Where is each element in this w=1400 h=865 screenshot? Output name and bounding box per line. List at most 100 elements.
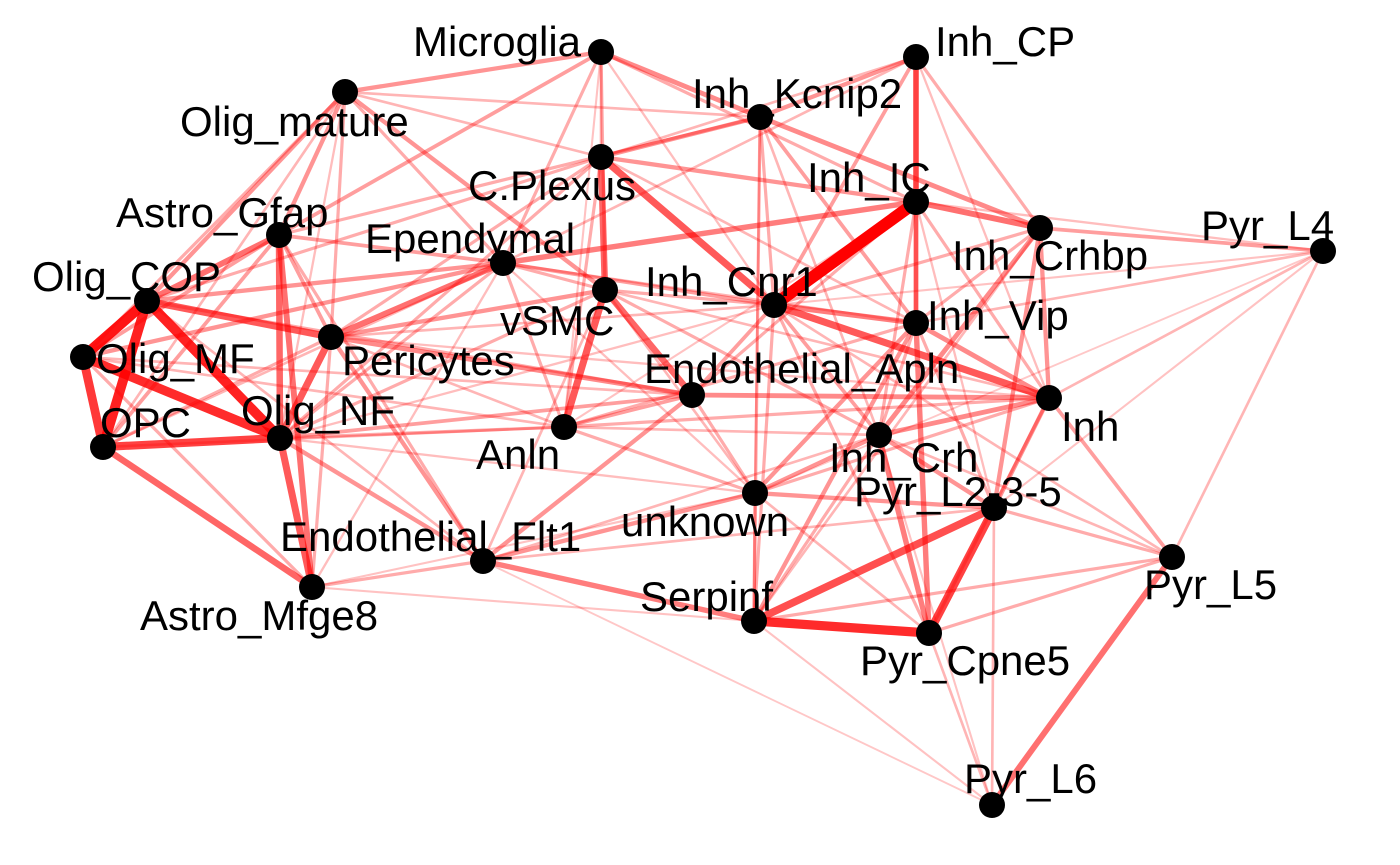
edge-inh-cp-inh-crhbp	[914, 55, 1042, 230]
node-pyr-l6	[979, 792, 1005, 818]
node-olig-mf	[70, 344, 96, 370]
edge-olig-mature-astro-gfap	[276, 89, 348, 238]
edge-astro-gfap-ependymal	[277, 233, 505, 265]
edge-inh-pyr-l5	[1047, 396, 1174, 559]
node-microglia	[588, 39, 614, 65]
node-pyr-cpne5	[916, 620, 942, 646]
edge-pyr-l4-pyr-l5	[1170, 249, 1325, 559]
edge-pyr-cpne5-unknown	[753, 491, 931, 635]
edge-olig-cop-endothelial-flt1	[145, 299, 485, 563]
edge-vsmc-c-plexus	[597, 153, 609, 294]
node-endothelial-flt1	[470, 548, 496, 574]
node-label-ependymal: Ependymal	[365, 215, 575, 262]
node-label-pyr-l6: Pyr_L6	[964, 755, 1097, 802]
node-olig-nf	[267, 425, 293, 451]
edge-pyr-l2-3-5-pyr-l5	[992, 506, 1174, 559]
edge-inh-crhbp-inh-crh	[876, 225, 1043, 438]
node-vsmc	[592, 277, 618, 303]
edge-olig-mature-olig-cop	[144, 89, 348, 304]
edge-unknown-pyr-l2-3-5	[752, 490, 997, 511]
edge-inh-crhbp-inh-vip	[914, 226, 1042, 325]
edge-inh-unknown	[753, 396, 1051, 495]
node-layer	[70, 39, 1336, 818]
node-label-serpinf: Serpinf	[640, 573, 773, 620]
edge-serpinf-pyr-l5	[752, 555, 1174, 623]
node-inh-vip	[903, 310, 929, 336]
node-label-vsmc: vSMC	[500, 297, 614, 344]
node-label-astro-gfap: Astro_Gfap	[116, 189, 328, 236]
edge-astro-gfap-olig-cop	[144, 232, 282, 304]
edge-inh-kcnip2-serpinf	[752, 115, 762, 623]
edge-ependymal-inh-ic	[500, 199, 919, 266]
edge-astro-mfge8-pericytes	[310, 335, 333, 589]
edge-serpinf-inh-crh	[752, 433, 881, 623]
node-label-inh-cp: Inh_CP	[935, 18, 1075, 65]
node-pericytes	[318, 324, 344, 350]
edge-inh-ic-pyr-l4	[914, 200, 1325, 253]
node-endothelial-apln	[679, 382, 705, 408]
edge-serpinf-pyr-cpne5	[749, 616, 934, 638]
edge-olig-nf-pericytes	[276, 333, 335, 442]
edge-olig-cop-ependymal	[144, 260, 506, 304]
edge-pyr-cpne5-pyr-l5	[927, 555, 1174, 635]
edge-inh-cp-ependymal	[501, 55, 918, 265]
node-label-inh: Inh	[1061, 403, 1119, 450]
edge-olig-cop-olig-mf	[77, 295, 153, 363]
edge-pericytes-endothelial-apln	[328, 334, 695, 398]
node-inh-kcnip2	[747, 104, 773, 130]
edge-inh-ic-inh-crhbp	[913, 199, 1043, 231]
edge-inh-cnr1-endothelial-apln	[690, 303, 776, 397]
edge-inh-kcnip2-astro-gfap	[277, 115, 762, 237]
edge-inh-cnr1-serpinf	[752, 303, 776, 623]
edge-microglia-olig-mature	[342, 49, 604, 95]
node-label-endothelial-apln: Endothelial_Apln	[644, 345, 959, 392]
node-label-olig-mature: Olig_mature	[180, 98, 409, 145]
edge-inh-cnr1-inh	[770, 301, 1053, 402]
edge-unknown-inh-vip	[752, 320, 919, 496]
edge-c-plexus-inh-cnr1	[597, 153, 778, 309]
node-label-endothelial-flt1: Endothelial_Flt1	[280, 513, 581, 560]
edge-pericytes-vsmc	[328, 287, 608, 340]
edge-c-plexus-pericytes	[329, 155, 603, 339]
edge-olig-mf-endothelial-apln	[81, 355, 694, 397]
edge-inh-inh-crh	[876, 395, 1052, 438]
edge-ependymal-unknown	[501, 261, 757, 495]
node-inh	[1036, 385, 1062, 411]
edge-pyr-l2-3-5-serpinf	[750, 504, 998, 625]
node-serpinf	[741, 608, 767, 634]
edge-endothelial-apln-anln	[562, 393, 694, 429]
node-anln	[551, 414, 577, 440]
edge-anln-unknown	[562, 425, 757, 495]
edge-c-plexus-inh-ic	[598, 154, 919, 205]
edge-microglia-astro-gfap	[277, 50, 603, 237]
node-label-pyr-l4: Pyr_L4	[1201, 202, 1334, 249]
node-label-inh-crhbp: Inh_Crhbp	[952, 232, 1148, 279]
node-label-inh-vip: Inh_Vip	[927, 292, 1069, 339]
edge-endothelial-flt1-unknown	[480, 490, 758, 564]
edge-microglia-ependymal	[501, 50, 603, 265]
node-label-pyr-l5: Pyr_L5	[1144, 561, 1277, 608]
edge-olig-nf-endothelial-flt1	[277, 435, 486, 564]
node-label-c-plexus: C.Plexus	[468, 162, 636, 209]
edge-ependymal-vsmc	[501, 261, 607, 292]
edge-microglia-inh-cnr1	[599, 50, 776, 307]
edge-pericytes-inh	[329, 335, 1051, 400]
edge-serpinf-inh-vip	[751, 320, 919, 624]
node-label-unknown: unknown	[621, 498, 789, 545]
edge-vsmc-endothelial-apln	[601, 286, 696, 399]
edge-olig-mf-opc	[78, 352, 108, 452]
node-label-pyr-l2-3-5: Pyr_L2-3-5	[854, 468, 1062, 515]
edge-olig-mature-ependymal	[343, 90, 505, 265]
edge-pyr-l2-3-5-pyr-l6	[990, 506, 996, 807]
edge-endothelial-apln-inh	[689, 392, 1052, 401]
edge-olig-cop-opc	[98, 296, 152, 452]
edge-astro-gfap-pericytes	[277, 233, 333, 339]
edge-vsmc-inh-cnr1	[603, 288, 776, 307]
edge-c-plexus-inh-kcnip2	[598, 114, 763, 160]
node-label-inh-cnr1: Inh_Cnr1	[645, 258, 818, 305]
edge-inh-crhbp-serpinf	[752, 226, 1042, 623]
edge-endothelial-flt1-serpinf	[480, 558, 757, 624]
edge-ependymal-anln	[501, 261, 566, 429]
edge-endothelial-apln-unknown	[690, 393, 757, 495]
node-olig-mature	[332, 79, 358, 105]
